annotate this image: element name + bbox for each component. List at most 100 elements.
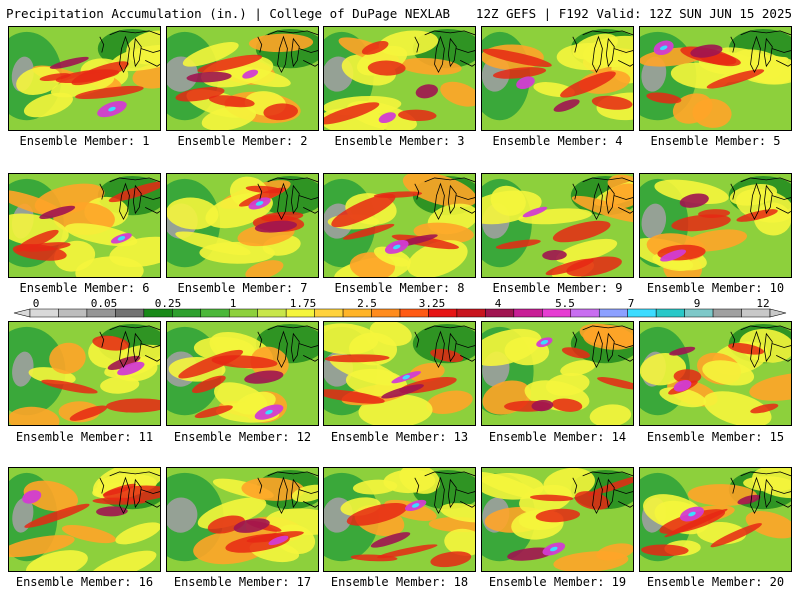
colorbar-swatch <box>542 308 572 318</box>
ensemble-member-map <box>323 467 476 572</box>
colorbar-swatch <box>684 308 714 318</box>
precip-field <box>324 174 475 277</box>
colorbar-tick-label: 0 <box>32 297 40 310</box>
ensemble-member-map <box>639 321 792 426</box>
ensemble-member-map <box>481 173 634 278</box>
ensemble-member-map <box>639 173 792 278</box>
precip-field <box>9 468 160 571</box>
ensemble-member-label: Ensemble Member: 15 <box>646 430 785 444</box>
ensemble-member-label: Ensemble Member: 10 <box>646 281 785 295</box>
precip-field <box>640 27 791 130</box>
colorbar-tick-label: 1 <box>229 297 237 310</box>
colorbar-swatch <box>627 308 657 318</box>
colorbar-swatch <box>456 308 486 318</box>
colorbar-swatch <box>741 308 771 318</box>
precip-field <box>167 27 318 130</box>
precip-field <box>640 468 791 571</box>
lake-outline <box>257 325 318 369</box>
colorbar-swatch <box>570 308 600 318</box>
ensemble-member-map <box>166 321 319 426</box>
colorbar-swatch <box>285 308 315 318</box>
ensemble-member-map <box>166 173 319 278</box>
ensemble-member-label: Ensemble Member: 11 <box>15 430 154 444</box>
precip-field <box>482 322 633 425</box>
colorbar-tick-label: 2.5 <box>357 297 377 310</box>
lake-outline <box>572 177 633 221</box>
lake-outline <box>99 471 160 515</box>
ensemble-member-label: Ensemble Member: 1 <box>19 134 150 148</box>
ensemble-member-map <box>481 467 634 572</box>
lake-outline <box>572 471 633 515</box>
precip-field <box>167 174 318 277</box>
lake-outline <box>99 177 160 221</box>
lake-outline <box>730 30 791 74</box>
run-valid-time: 12Z GEFS | F192 Valid: 12Z SUN JUN 15 20… <box>475 6 792 21</box>
precip-field <box>167 468 318 571</box>
colorbar-tick-label: 5.5 <box>555 297 575 310</box>
ensemble-member-label: Ensemble Member: 8 <box>334 281 465 295</box>
ensemble-member-label: Ensemble Member: 4 <box>492 134 623 148</box>
lake-outline <box>572 30 633 74</box>
ensemble-member-label: Ensemble Member: 17 <box>173 575 312 589</box>
colorbar-swatch <box>342 308 372 318</box>
map-title: Precipitation Accumulation (in.) | Colle… <box>6 6 451 21</box>
lake-outline <box>414 177 475 221</box>
ensemble-member-map <box>323 26 476 131</box>
precip-field <box>324 322 475 425</box>
colorbar-swatch <box>257 308 287 318</box>
ensemble-member-label: Ensemble Member: 12 <box>173 430 312 444</box>
ensemble-member-label: Ensemble Member: 20 <box>646 575 785 589</box>
ensemble-member-map <box>639 26 792 131</box>
colorbar-min-arrow <box>13 308 31 318</box>
colorbar-tick-label: 7 <box>627 297 635 310</box>
lake-outline <box>730 177 791 221</box>
precip-field <box>9 27 160 130</box>
colorbar-tick-label: 3.25 <box>418 297 446 310</box>
ensemble-member-map <box>323 321 476 426</box>
lake-outline <box>99 30 160 74</box>
precip-field <box>324 468 475 571</box>
colorbar-swatch <box>655 308 685 318</box>
precip-field <box>9 174 160 277</box>
precip-field <box>640 322 791 425</box>
precip-field <box>482 27 633 130</box>
colorbar-swatch <box>172 308 202 318</box>
lake-outline <box>99 325 160 369</box>
ensemble-member-label: Ensemble Member: 18 <box>330 575 469 589</box>
lake-outline <box>414 471 475 515</box>
ensemble-member-label: Ensemble Member: 5 <box>650 134 781 148</box>
lake-outline <box>730 325 791 369</box>
lake-outline <box>730 471 791 515</box>
colorbar-swatch <box>485 308 515 318</box>
colorbar-tick-label: 0.05 <box>90 297 118 310</box>
colorbar-swatch <box>200 308 230 318</box>
colorbar-max-arrow <box>769 308 787 318</box>
lake-outline <box>257 30 318 74</box>
ensemble-member-map <box>8 321 161 426</box>
ensemble-member-label: Ensemble Member: 9 <box>492 281 623 295</box>
colorbar-tick-label: 1.75 <box>289 297 317 310</box>
ensemble-member-label: Ensemble Member: 6 <box>19 281 150 295</box>
ensemble-member-map <box>166 26 319 131</box>
ensemble-member-map <box>639 467 792 572</box>
ensemble-member-label: Ensemble Member: 13 <box>330 430 469 444</box>
ensemble-member-label: Ensemble Member: 16 <box>15 575 154 589</box>
colorbar-tick-label: 12 <box>756 297 770 310</box>
ensemble-member-label: Ensemble Member: 7 <box>177 281 308 295</box>
precip-field <box>482 174 633 277</box>
ensemble-member-map <box>8 467 161 572</box>
colorbar-swatch <box>428 308 458 318</box>
colorbar-swatch <box>86 308 116 318</box>
ensemble-member-map <box>481 321 634 426</box>
lake-outline <box>257 471 318 515</box>
lake-outline <box>414 325 475 369</box>
colorbar-swatch <box>513 308 543 318</box>
ensemble-member-map <box>481 26 634 131</box>
colorbar-swatch <box>115 308 145 318</box>
ensemble-member-map <box>323 173 476 278</box>
colorbar-swatch <box>399 308 429 318</box>
ensemble-member-label: Ensemble Member: 19 <box>488 575 627 589</box>
colorbar-swatch <box>58 308 88 318</box>
precip-field <box>324 27 475 130</box>
ensemble-member-map <box>8 173 161 278</box>
